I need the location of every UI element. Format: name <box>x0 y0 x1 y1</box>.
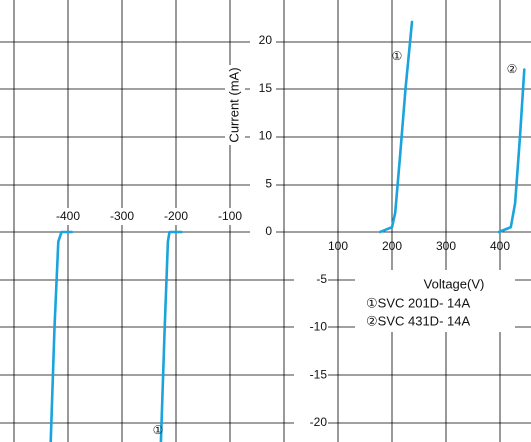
y-tick-label: 0 <box>265 224 272 238</box>
x-tick-label: -100 <box>218 209 242 223</box>
y-axis-label: Current (mA) <box>226 67 241 142</box>
y-tick-label: -15 <box>310 367 328 381</box>
y-tick-label: 15 <box>259 81 273 95</box>
series-2-marker: ② <box>507 62 518 76</box>
x-tick-label: -300 <box>110 209 134 223</box>
x-tick-label: 100 <box>328 239 348 253</box>
y-tick-label: -20 <box>310 415 328 429</box>
x-tick-label: 400 <box>490 239 510 253</box>
x-tick-label: -400 <box>56 209 80 223</box>
y-tick-label: 5 <box>265 176 272 190</box>
series-2-reverse-curve <box>49 230 74 442</box>
x-axis-label: Voltage(V) <box>424 276 485 291</box>
y-tick-label: -5 <box>316 272 327 286</box>
y-axis-label-group: Current (mA) <box>225 65 245 145</box>
legend-entry-1: ①SVC 201D- 14A <box>366 295 470 310</box>
x-tick-label: 200 <box>382 239 402 253</box>
series-1-marker: ① <box>392 49 403 63</box>
series-2-forward-curve <box>497 68 526 234</box>
legend-entry-2: ②SVC 431D- 14A <box>366 313 470 328</box>
y-tick-label: 10 <box>259 129 273 143</box>
y-tick-label: -10 <box>310 320 328 334</box>
y-tick-label: 20 <box>259 33 273 47</box>
legend: Voltage(V) ①SVC 201D- 14A ②SVC 431D- 14A <box>355 270 515 332</box>
x-tick-label: 300 <box>436 239 456 253</box>
grid-upper-right <box>283 0 531 233</box>
x-tick-label: -200 <box>164 209 188 223</box>
series-1-forward-curve <box>378 20 414 234</box>
series-1-reverse-curve <box>159 230 183 442</box>
series-1-marker: ① <box>153 423 164 437</box>
grid-lower-left <box>0 231 285 442</box>
grid-lower-right <box>284 232 531 442</box>
